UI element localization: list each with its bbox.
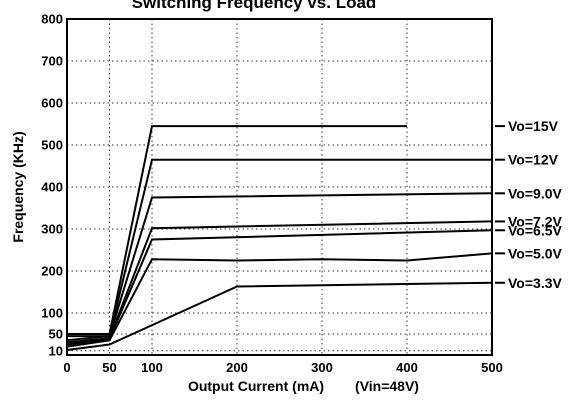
y-tick-label: 100	[41, 306, 63, 321]
y-tick-label: 800	[41, 12, 63, 27]
y-tick-label: 300	[41, 222, 63, 237]
series-line-vo-6-5v	[66, 229, 493, 346]
x-tick-label: 300	[311, 360, 333, 375]
series-line-vo-9-0v	[66, 192, 493, 342]
series-label-vo-15v: Vo=15V	[508, 118, 559, 134]
x-axis-title: Output Current (mA)	[188, 378, 324, 394]
series-label-vo-12v: Vo=12V	[508, 152, 559, 168]
y-tick-label: 500	[41, 138, 63, 153]
series-label-vo-3-3v: Vo=3.3V	[508, 275, 562, 291]
series-line-vo-15v	[67, 125, 407, 335]
y-tick-label: 600	[41, 96, 63, 111]
chart-title: Switching Frequency vs. Load	[132, 0, 377, 12]
x-tick-label: 200	[226, 360, 248, 375]
y-tick-label: 10	[49, 343, 63, 358]
grid-lines	[67, 19, 492, 355]
x-tick-labels: 0 50 100 200 300 400 500	[63, 360, 502, 375]
x-tick-label: 500	[481, 360, 503, 375]
series-line-vo-5-0v	[66, 252, 493, 348]
series-line-vo-3-3v	[66, 281, 493, 351]
x-axis-note: (Vin=48V)	[355, 378, 419, 394]
series-lines	[66, 125, 493, 351]
y-tick-label: 50	[49, 327, 63, 342]
x-tick-label: 100	[141, 360, 163, 375]
y-tick-label: 200	[41, 264, 63, 279]
x-tick-label: 400	[396, 360, 418, 375]
series-line-vo-12v	[67, 158, 492, 338]
y-tick-label: 700	[41, 54, 63, 69]
series-label-vo-7-2v: Vo=7.2V	[508, 213, 562, 229]
x-tick-label: 50	[102, 360, 116, 375]
series-label-vo-9-0v: Vo=9.0V	[508, 185, 562, 201]
series-label-vo-5-0v: Vo=5.0V	[508, 245, 562, 261]
y-tick-label: 400	[41, 180, 63, 195]
x-tick-label: 0	[63, 360, 70, 375]
series-label-vo-6-5v: Vo=6.5V	[508, 222, 562, 238]
y-axis-title: Frequency (KHz)	[10, 131, 26, 242]
series-line-vo-7-2v	[66, 220, 493, 344]
plot-frame	[66, 18, 493, 356]
